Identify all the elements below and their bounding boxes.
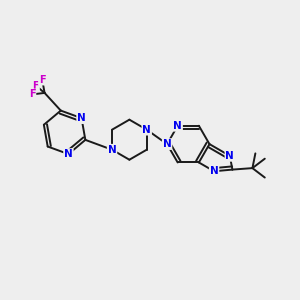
Text: N: N <box>64 149 73 159</box>
Text: N: N <box>142 125 151 135</box>
Text: N: N <box>210 166 218 176</box>
Text: F: F <box>29 89 35 99</box>
Text: N: N <box>163 139 172 149</box>
Text: N: N <box>225 151 234 161</box>
Text: N: N <box>77 113 86 123</box>
Text: N: N <box>108 145 116 155</box>
Text: F: F <box>39 75 46 85</box>
Text: N: N <box>173 121 182 131</box>
Text: F: F <box>32 81 39 91</box>
